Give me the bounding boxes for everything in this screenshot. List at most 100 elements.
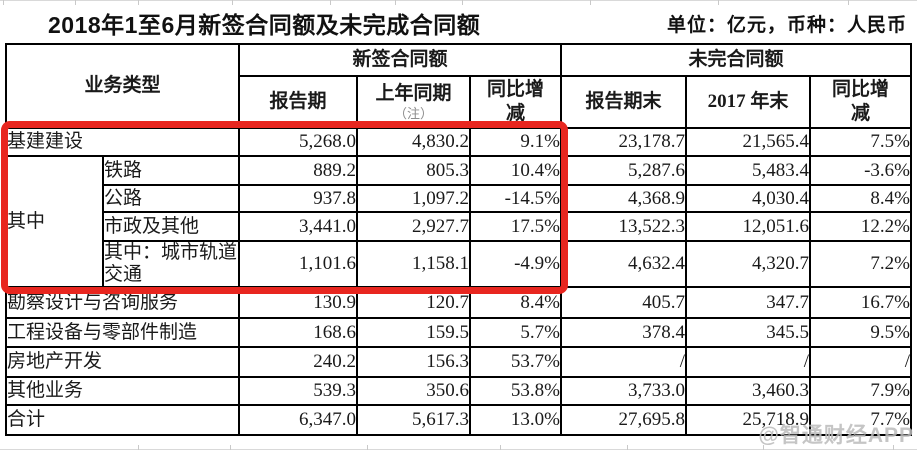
cell-value: 13.0% <box>469 404 562 436</box>
cell-value: 5,287.6 <box>560 155 687 186</box>
row-label: 铁路 <box>102 155 240 186</box>
table-row-survey-design-consulting: 勘察设计与咨询服务 130.9 120.7 8.4% 405.7 347.7 1… <box>5 286 912 319</box>
cell-value: 6,347.0 <box>238 404 358 436</box>
row-label: 工程设备与零部件制造 <box>5 317 240 348</box>
table-row-urban-rail-transit: 其中：城市轨道交通 1,101.6 1,158.1 -4.9% 4,632.4 … <box>6 240 912 288</box>
gridline-tick <box>590 0 591 5</box>
gridline-tick <box>395 0 396 5</box>
contracts-table: 业务类型 新签合同额 未完合同额 报告期 上年同期 （注） 同比增减 报告期末 2… <box>5 43 912 436</box>
cell-value: 805.3 <box>356 155 471 186</box>
header-reporting-period-end: 报告期末 <box>560 75 687 129</box>
title-bar: 2018年1至6月新签合同额及未完成合同额 单位：亿元，币种：人民币 <box>0 6 917 40</box>
cell-value: 7.9% <box>809 376 912 406</box>
cell-value: 405.7 <box>560 286 687 319</box>
cell-value: -4.9% <box>469 240 562 288</box>
cell-value: -3.6% <box>809 155 912 186</box>
cell-value: 16.7% <box>809 286 912 319</box>
table-header-groups: 业务类型 新签合同额 未完合同额 <box>5 43 912 129</box>
cell-value: 889.2 <box>238 155 358 186</box>
cell-value: 240.2 <box>238 346 358 378</box>
row-label: 基建建设 <box>5 127 240 157</box>
header-business-type: 业务类型 <box>5 43 240 129</box>
cell-value: 53.7% <box>469 346 562 378</box>
cell-value: 7.5% <box>809 127 912 157</box>
table-row-total: 合计 6,347.0 5,617.3 13.0% 27,695.8 25,718… <box>5 404 912 436</box>
cell-value: 168.6 <box>238 317 358 348</box>
cell-value: 4,632.4 <box>560 240 687 288</box>
cell-value: 27,695.8 <box>560 404 687 436</box>
cell-value: 23,178.7 <box>560 127 687 157</box>
cell-value: 8.4% <box>809 184 912 213</box>
cell-value: 937.8 <box>238 184 358 213</box>
gridline-tick <box>500 445 501 450</box>
cell-value: 159.5 <box>356 317 471 348</box>
header-reporting-period: 报告期 <box>238 75 358 129</box>
cell-value: 8.4% <box>469 286 562 319</box>
cell-value: 350.6 <box>356 376 471 406</box>
table-row-railway: 其中 铁路 889.2 805.3 10.4% 5,287.6 5,483.4 … <box>5 155 912 288</box>
header-backlog-group: 未完合同额 <box>560 43 912 77</box>
row-label: 公路 <box>102 184 240 213</box>
gridline-tick <box>232 0 233 5</box>
gridline-top <box>0 0 917 1</box>
gridline-tick <box>330 0 331 5</box>
table-row-other-business: 其他业务 539.3 350.6 53.8% 3,733.0 3,460.3 7… <box>5 376 912 406</box>
cell-value: -14.5% <box>469 184 562 213</box>
table-row-highway: 公路 937.8 1,097.2 -14.5% 4,368.9 4,030.4 … <box>6 184 912 213</box>
table-row-municipal-other: 市政及其他 3,441.0 2,927.7 17.5% 13,522.3 12,… <box>6 211 912 242</box>
cell-value: 378.4 <box>560 317 687 348</box>
cell-value: 4,030.4 <box>685 184 811 213</box>
cell-value: 539.3 <box>238 376 358 406</box>
cell-value: / <box>560 346 687 378</box>
row-label: 合计 <box>5 404 240 436</box>
row-label: 其他业务 <box>5 376 240 406</box>
gridline-tick <box>627 445 628 450</box>
cell-value: 21,565.4 <box>685 127 811 157</box>
table-row-real-estate: 房地产开发 240.2 156.3 53.7% / / / <box>5 346 912 378</box>
gridline-tick <box>75 0 76 5</box>
cell-value: 5,268.0 <box>238 127 358 157</box>
cell-value: 17.5% <box>469 211 562 242</box>
cell-value: 3,441.0 <box>238 211 358 242</box>
cell-value: 9.1% <box>469 127 562 157</box>
gridline-tick <box>718 0 719 5</box>
gridline-tick <box>138 445 139 450</box>
header-yoy-change-backlog: 同比增减 <box>809 75 912 129</box>
gridline-tick <box>3 0 4 5</box>
cell-value: / <box>809 346 912 378</box>
header-2017-year-end: 2017 年末 <box>685 75 811 129</box>
table-header-columns: 报告期 上年同期 （注） 同比增减 报告期末 2017 年末 同比增减 <box>6 75 912 129</box>
cell-value: 13,522.3 <box>560 211 687 242</box>
cell-value: 5,483.4 <box>685 155 811 186</box>
cell-value: 53.8% <box>469 376 562 406</box>
row-label: 房地产开发 <box>5 346 240 378</box>
gridline-tick <box>138 0 139 5</box>
gridline-tick <box>893 445 894 450</box>
cell-value: 347.7 <box>685 286 811 319</box>
cell-value: 12,051.6 <box>685 211 811 242</box>
gridline-tick <box>367 445 368 450</box>
cell-value: 10.4% <box>469 155 562 186</box>
cell-value: 12.2% <box>809 211 912 242</box>
gridline-tick <box>848 0 849 5</box>
gridline-tick <box>230 445 231 450</box>
row-label: 市政及其他 <box>102 211 240 242</box>
page-title: 2018年1至6月新签合同额及未完成合同额 <box>48 12 481 38</box>
note-marker: （注） <box>393 106 433 122</box>
cell-value: 3,733.0 <box>560 376 687 406</box>
cell-value: 130.9 <box>238 286 358 319</box>
cell-value: 1,097.2 <box>356 184 471 213</box>
cell-value: 156.3 <box>356 346 471 378</box>
cell-value: 5.7% <box>469 317 562 348</box>
cell-value: 345.5 <box>685 317 811 348</box>
cell-value: 1,101.6 <box>238 240 358 288</box>
row-label: 其中：城市轨道交通 <box>102 240 240 288</box>
header-new-contracts-group: 新签合同额 <box>238 43 562 77</box>
cell-value: 7.7% <box>809 404 912 436</box>
cell-value: 5,617.3 <box>356 404 471 436</box>
watermark: @智通财经APP <box>758 424 914 447</box>
cell-value: 4,830.2 <box>356 127 471 157</box>
gridline-tick <box>462 0 463 5</box>
table-row-infrastructure: 基建建设 5,268.0 4,830.2 9.1% 23,178.7 21,56… <box>5 127 912 157</box>
